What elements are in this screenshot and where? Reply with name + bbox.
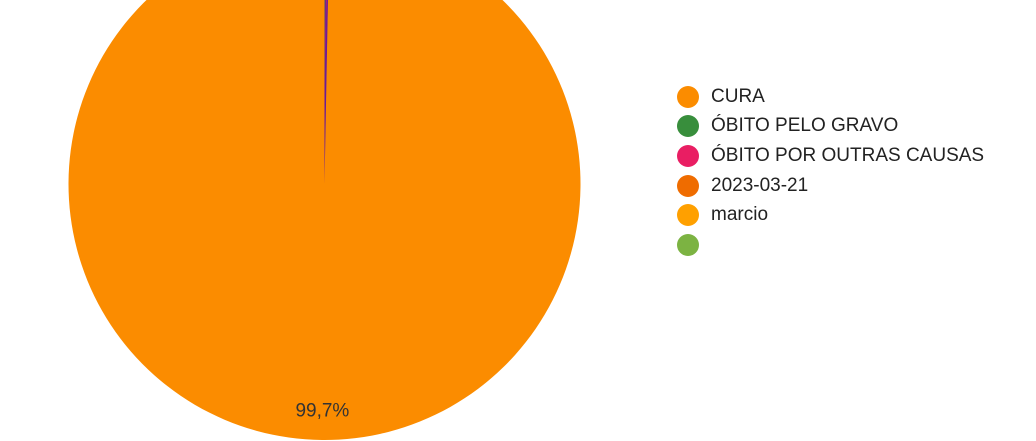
legend-item-6[interactable] <box>677 230 1036 260</box>
legend-item-5[interactable]: marcio <box>677 200 1036 230</box>
chart-legend: CURA ÓBITO PELO GRAVO ÓBITO POR OUTRAS CAU… <box>677 82 1036 260</box>
legend-swatch-4 <box>677 174 699 197</box>
legend-swatch-1 <box>677 85 699 108</box>
legend-item-1[interactable]: CURA <box>677 82 1036 112</box>
legend-label-1: CURA <box>711 85 765 107</box>
legend-swatch-5 <box>677 204 699 227</box>
pie-slices <box>68 0 581 440</box>
legend-label-2: ÓBITO PELO GRAVO <box>711 115 899 137</box>
legend-item-4[interactable]: 2023-03-21 <box>677 171 1036 201</box>
legend-label-4: 2023-03-21 <box>711 174 809 196</box>
legend-item-3[interactable]: ÓBITO POR OUTRAS CAUSAS <box>677 141 1036 171</box>
legend-item-2[interactable]: ÓBITO PELO GRAVO <box>677 112 1036 142</box>
legend-label-3: ÓBITO POR OUTRAS CAUSAS <box>711 144 985 166</box>
pie-data-labels: 99,7% <box>295 400 349 421</box>
pie-slice-6[interactable] <box>324 0 330 185</box>
legend-swatch-3 <box>677 144 699 167</box>
legend-swatch-6 <box>677 233 699 256</box>
pie-data-label-1: 99,7% <box>295 400 349 421</box>
legend-label-5: marcio <box>711 204 769 226</box>
legend-swatch-2 <box>677 115 699 138</box>
pie-slice-1[interactable] <box>68 0 581 440</box>
